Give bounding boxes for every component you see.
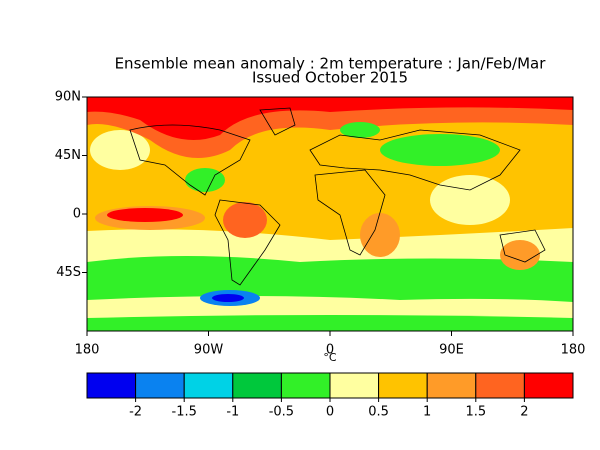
colorbar-box	[280, 372, 331, 399]
colorbar-tick-label: 2	[520, 405, 528, 420]
colorbar-box	[135, 372, 185, 399]
y-tick-label: 45S	[56, 265, 81, 280]
colorbar-box	[426, 372, 477, 399]
colorbar-tick-label: 0.5	[368, 405, 389, 420]
colorbar-box	[475, 372, 525, 399]
colorbar-tick-label: -1	[226, 405, 239, 420]
colorbar-box	[378, 372, 428, 399]
colorbar-tick-label: 1.5	[465, 405, 486, 420]
y-tick-label: 0	[73, 207, 81, 222]
unit-label: °C	[323, 351, 337, 364]
colorbar-tick-label: -1.5	[172, 405, 197, 420]
colorbar-box	[86, 372, 137, 399]
colorbar-tick-label: -0.5	[269, 405, 294, 420]
colorbar-tick-label: 1	[423, 405, 431, 420]
colorbar-tick-label: 0	[326, 405, 334, 420]
anomaly-field	[87, 97, 573, 331]
coastlines	[129, 107, 546, 286]
y-tick-label: 45N	[55, 148, 81, 163]
colorbar-box	[232, 372, 282, 399]
x-tick-label: 0	[326, 343, 334, 358]
x-tick-label: 90W	[194, 343, 224, 358]
colorbar-box	[183, 372, 234, 399]
y-tick-label: 90N	[55, 90, 81, 105]
subtitle: Issued October 2015	[252, 69, 408, 87]
colorbar-box	[329, 372, 380, 399]
x-tick-label: 180	[561, 343, 586, 358]
colorbar-tick-label: -2	[129, 405, 142, 420]
colorbar-box	[523, 372, 574, 399]
x-tick-label: 90E	[439, 343, 464, 358]
title: Ensemble mean anomaly : 2m temperature :…	[115, 55, 547, 73]
x-tick-label: 180	[75, 343, 100, 358]
